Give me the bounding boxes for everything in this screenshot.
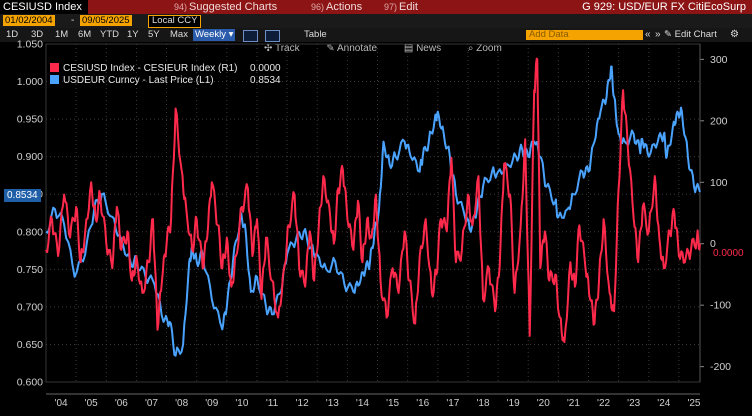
period-ytd[interactable]: YTD	[100, 29, 119, 40]
zoom-tool[interactable]: ⌕ Zoom	[467, 43, 502, 54]
x-tick-label: '15	[386, 398, 399, 409]
right-tick-label: 300	[710, 54, 728, 66]
date-range-bar: 01/02/2004 - 09/05/2025 Local CCY	[0, 14, 752, 28]
cesi-spread-series-line	[45, 57, 701, 344]
x-tick-label: '07	[145, 398, 158, 409]
x-tick-label: '22	[597, 398, 610, 409]
x-tick-label: '10	[235, 398, 248, 409]
right-tick-label: 200	[710, 115, 728, 127]
x-tick-label: '23	[627, 398, 640, 409]
right-last-value-tag: 0.0000	[713, 248, 744, 259]
x-tick-label: '06	[115, 398, 128, 409]
date-separator: -	[71, 15, 75, 26]
period-6m[interactable]: 6M	[78, 29, 92, 40]
period-1d[interactable]: 1D	[6, 29, 19, 40]
x-tick-label: '05	[85, 398, 98, 409]
left-tick-label: 1.000	[17, 76, 43, 88]
period-5y[interactable]: 5Y	[148, 29, 160, 40]
x-tick-label: '18	[476, 398, 489, 409]
right-tick-label: 0	[710, 238, 716, 250]
left-tick-label: 0.700	[17, 301, 43, 313]
x-tick-label: '25	[687, 398, 700, 409]
x-tick-label: '04	[55, 398, 68, 409]
title-bar: CESIUSD Index 94) Suggested Charts 96) Act…	[0, 0, 752, 14]
chart-legend: CESIUSD Index - CESIEUR Index (R1) 0.0000…	[50, 63, 281, 87]
start-date-field[interactable]: 01/02/2004	[3, 15, 55, 26]
arrow-left-icon[interactable]: «	[645, 29, 651, 40]
x-tick-label: '24	[657, 398, 670, 409]
legend-swatch-blue	[50, 75, 59, 84]
x-tick-label: '16	[416, 398, 429, 409]
legend-item-usdeur[interactable]: USDEUR Curncy - Last Price (L1) 0.8534	[50, 75, 281, 87]
plot-frame	[45, 43, 701, 383]
ticker-label[interactable]: CESIUSD Index	[0, 0, 88, 14]
left-tick-label: 0.900	[17, 151, 43, 163]
period-max[interactable]: Max	[170, 29, 188, 40]
right-tick-label: -100	[710, 300, 731, 312]
edit-menu[interactable]: 97) Edit	[384, 1, 418, 13]
gear-icon: ✎	[664, 29, 672, 40]
frequency-select[interactable]: Weekly ▾	[193, 29, 236, 41]
news-tool[interactable]: ▤ News	[403, 43, 442, 54]
right-tick-label: 100	[710, 177, 728, 189]
table-button[interactable]: Table	[304, 29, 327, 40]
currency-select[interactable]: Local CCY	[148, 15, 202, 28]
x-tick-label: '14	[356, 398, 369, 409]
left-tick-label: 0.650	[17, 339, 43, 351]
x-tick-label: '09	[205, 398, 218, 409]
annotate-tool[interactable]: ✎ Annotate	[326, 43, 378, 54]
period-1m[interactable]: 1M	[55, 29, 69, 40]
chevron-down-icon: ▾	[228, 29, 234, 40]
suggested-charts-menu[interactable]: 94) Suggested Charts	[174, 1, 278, 13]
usdeur-series-line	[45, 65, 701, 357]
x-tick-label: '21	[567, 398, 580, 409]
period-1y[interactable]: 1Y	[127, 29, 139, 40]
right-tick-label: -200	[710, 361, 731, 373]
legend-item-cesi[interactable]: CESIUSD Index - CESIEUR Index (R1) 0.0000	[50, 63, 281, 75]
actions-menu[interactable]: 96) Actions	[311, 1, 363, 13]
x-tick-label: '12	[296, 398, 309, 409]
period-3d[interactable]: 3D	[31, 29, 44, 40]
function-code-label: G 929: USD/EUR FX CitiEcoSurp	[582, 1, 746, 13]
left-last-value-tag: 0.8534	[4, 189, 41, 202]
end-date-field[interactable]: 09/05/2025	[80, 15, 132, 26]
x-tick-label: '20	[537, 398, 550, 409]
x-tick-label: '17	[446, 398, 459, 409]
left-tick-label: 0.950	[17, 114, 43, 126]
x-tick-label: '08	[175, 398, 188, 409]
x-tick-label: '13	[326, 398, 339, 409]
bar-chart-icon[interactable]	[265, 30, 280, 42]
x-tick-label: '19	[507, 398, 520, 409]
add-data-input[interactable]: Add Data	[526, 30, 643, 40]
arrow-right-icon[interactable]: »	[655, 29, 661, 40]
edit-chart-button[interactable]: ✎ Edit Chart	[664, 29, 717, 40]
left-tick-label: 0.600	[17, 377, 43, 389]
x-tick-label: '11	[266, 398, 279, 409]
left-tick-label: 0.800	[17, 226, 43, 238]
left-tick-label: 1.050	[17, 39, 43, 51]
line-chart-icon[interactable]	[243, 30, 258, 42]
left-tick-label: 0.750	[17, 264, 43, 276]
legend-swatch-red	[50, 63, 59, 72]
settings-icon[interactable]: ⚙	[730, 29, 739, 40]
